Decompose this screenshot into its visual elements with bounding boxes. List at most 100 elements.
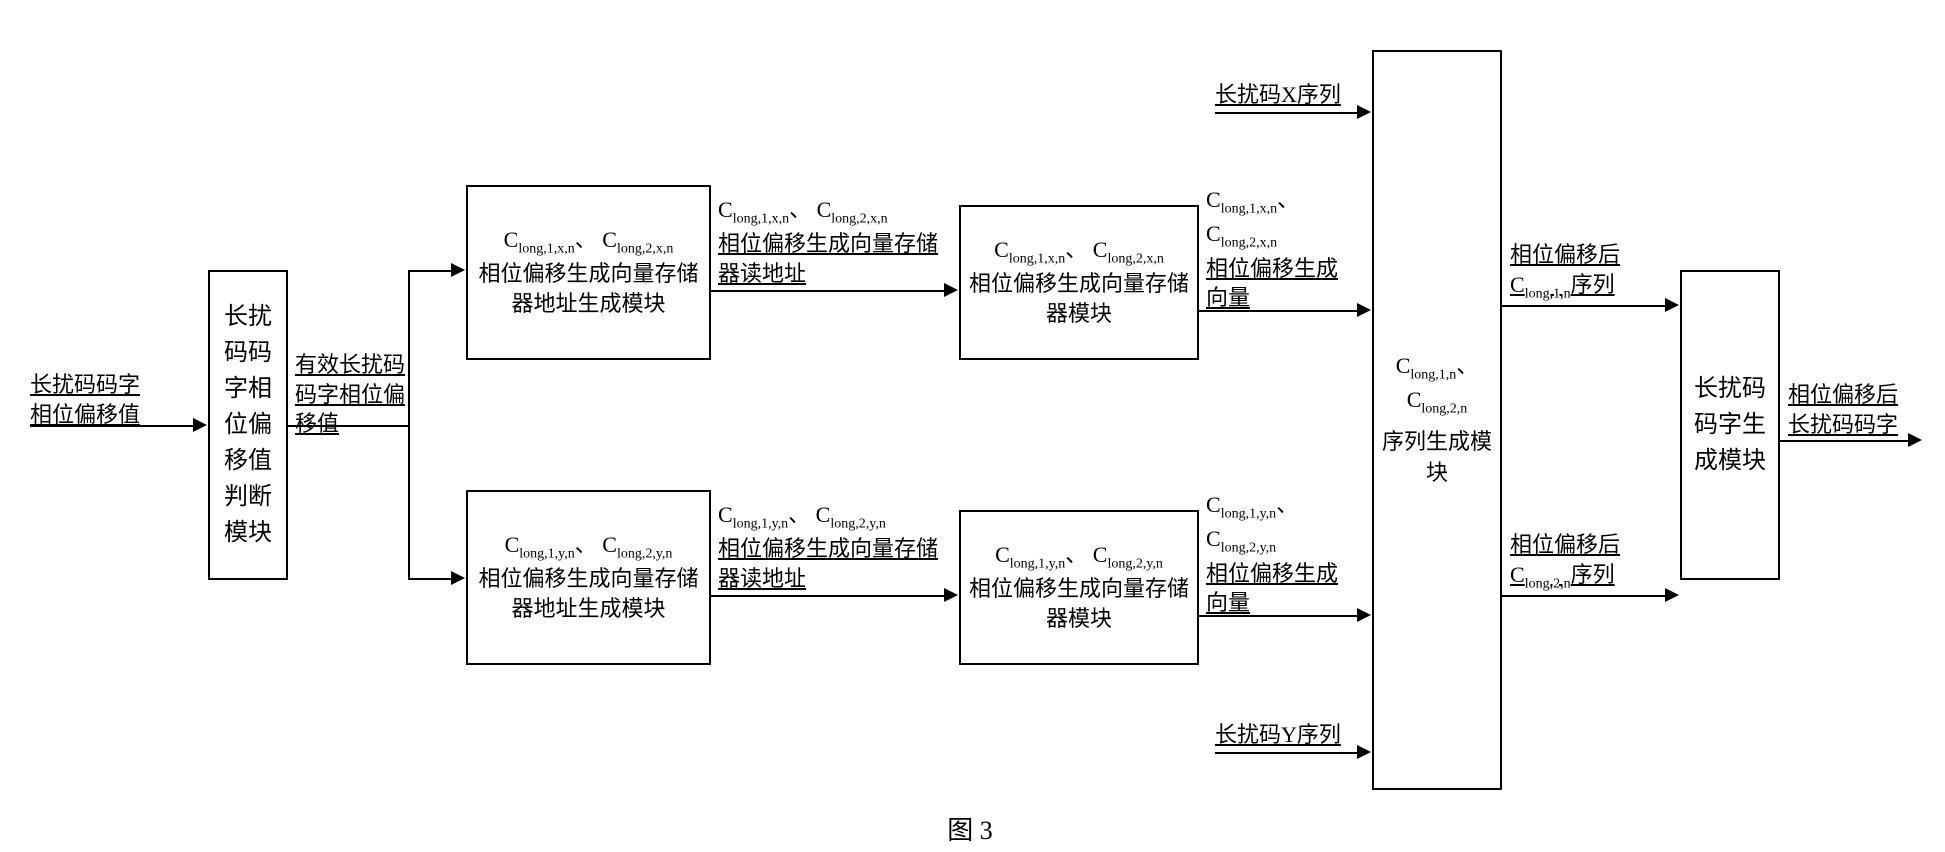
top-mem-module: Clong,1,x,n、 Clong,2,x,n 相位偏移生成向量存储器模块 — [959, 205, 1199, 360]
x-seq-text: 长扰码X序列 — [1215, 82, 1341, 107]
out-bot-f: Clong,2,n序列 — [1510, 560, 1665, 594]
final-box-text: 长扰码码字生成模块 — [1690, 371, 1770, 479]
sub-t2: long,2,x,n — [617, 241, 673, 256]
sub-tm2: long,2,x,n — [831, 211, 887, 226]
seq-gen-f2: Clong,2,n — [1407, 385, 1468, 419]
y-seq-text: 长扰码Y序列 — [1215, 722, 1341, 747]
arrow-top-mid-formula: Clong,1,x,n、 Clong,2,x,n — [718, 195, 943, 229]
arrow-out-bot-head — [1665, 588, 1679, 602]
arrow-bot-out-label: Clong,1,y,n、 Clong,2,y,n 相位偏移生成向量 — [1206, 490, 1356, 618]
out-bot-label: 相位偏移后 Clong,2,n序列 — [1510, 530, 1665, 594]
sub-tmem2: long,2,x,n — [1107, 251, 1163, 266]
final-out-l1: 相位偏移后 — [1788, 380, 1923, 410]
input-label-line1: 长扰码码字 相位偏移值 — [30, 372, 140, 427]
sub-bm2: long,2,y,n — [830, 516, 885, 531]
top-mem-text: 相位偏移生成向量存储器模块 — [969, 269, 1189, 331]
sub-bm1: long,1,y,n — [733, 516, 788, 531]
sub-ob: long,2,n — [1525, 576, 1571, 591]
top-addr-formula: Clong,1,x,n、 Clong,2,x,n — [504, 225, 674, 259]
arrow-out-top-head — [1665, 298, 1679, 312]
x-seq-label: 长扰码X序列 — [1215, 80, 1341, 110]
out-top-label: 相位偏移后 Clong,1,n序列 — [1510, 240, 1665, 304]
arrow-y-seq-head — [1357, 745, 1371, 759]
arrow-top-mid-head — [944, 283, 958, 297]
sub-bmem1: long,1,y,n — [1010, 556, 1065, 571]
top-addr-gen-module: Clong,1,x,n、 Clong,2,x,n 相位偏移生成向量存储器地址生成… — [466, 185, 711, 360]
arrow-top-out-f1: Clong,1,x,n、 — [1206, 185, 1356, 219]
codeword-gen-module: 长扰码码字生成模块 — [1680, 270, 1780, 580]
bot-mem-formula: Clong,1,y,n、 Clong,2,y,n — [995, 540, 1163, 574]
arrow-bot-mid-label: Clong,1,y,n、 Clong,2,y,n 相位偏移生成向量存储器读地址 — [718, 500, 943, 594]
out-bot-l2: 序列 — [1571, 562, 1615, 587]
sub-sg2: long,2,n — [1421, 402, 1467, 417]
phase-offset-judge-module: 长扰码码字相位偏移值判断模块 — [208, 270, 288, 580]
arrow-bot-mid-text: 相位偏移生成向量存储器读地址 — [718, 534, 943, 593]
bot-addr-formula: Clong,1,y,n、 Clong,2,y,n — [505, 530, 673, 564]
final-out-l2: 长扰码码字 — [1788, 410, 1923, 440]
bot-addr-text: 相位偏移生成向量存储器地址生成模块 — [476, 564, 701, 626]
top-addr-text: 相位偏移生成向量存储器地址生成模块 — [476, 259, 701, 321]
sub-t1: long,1,x,n — [518, 241, 574, 256]
sub-tmem1: long,1,x,n — [1009, 251, 1065, 266]
arrow-bot-out-f2: Clong,2,y,n — [1206, 524, 1356, 558]
sub-ot: long,1,n — [1525, 286, 1571, 301]
split-top — [408, 270, 453, 272]
seq-gen-text: 序列生成模块 — [1382, 427, 1492, 489]
arrow-top-out-label: Clong,1,x,n、 Clong,2,x,n 相位偏移生成向量 — [1206, 185, 1356, 313]
arrow-top-out-text: 相位偏移生成向量 — [1206, 254, 1356, 313]
arrow-bot-mid-head — [944, 588, 958, 602]
flowchart-diagram: 长扰码码字 相位偏移值 长扰码码字相位偏移值判断模块 有效长扰码码字相位偏移值 … — [20, 20, 1920, 800]
arrow-bot-out-text: 相位偏移生成向量 — [1206, 559, 1356, 618]
sub-bo1: long,1,y,n — [1221, 506, 1276, 521]
arrow-input-head — [193, 418, 207, 432]
arrow-input — [30, 425, 195, 427]
sub-sg1: long,1,n — [1410, 368, 1456, 383]
arrow-bot-out — [1199, 615, 1359, 617]
sub-bo2: long,2,y,n — [1221, 541, 1276, 556]
arrow1-label-text: 有效长扰码码字相位偏移值 — [295, 352, 405, 436]
y-seq-label: 长扰码Y序列 — [1215, 720, 1341, 750]
split-vertical — [408, 270, 410, 580]
arrow-box1-out — [288, 425, 408, 427]
sub-tm1: long,1,x,n — [733, 211, 789, 226]
arrow-bot-out-f1: Clong,1,y,n、 — [1206, 490, 1356, 524]
split-top-head — [451, 263, 465, 277]
figure-caption: 图 3 — [920, 810, 1020, 847]
arrow-bot-mid-formula: Clong,1,y,n、 Clong,2,y,n — [718, 500, 943, 534]
arrow-y-seq — [1215, 752, 1360, 754]
sub-bmem2: long,2,y,n — [1107, 556, 1162, 571]
arrow-final-head — [1908, 433, 1922, 447]
sub-b1: long,1,y,n — [519, 546, 574, 561]
arrow-top-out-f2: Clong,2,x,n — [1206, 219, 1356, 253]
seq-gen-module: Clong,1,n、 Clong,2,n 序列生成模块 — [1372, 50, 1502, 790]
arrow-out-bot — [1502, 595, 1667, 597]
arrow-top-mid-label: Clong,1,x,n、 Clong,2,x,n 相位偏移生成向量存储器读地址 — [718, 195, 943, 289]
split-bot — [408, 578, 453, 580]
arrow-x-seq-head — [1357, 105, 1371, 119]
out-top-l2: 序列 — [1571, 272, 1615, 297]
arrow-out-top — [1502, 305, 1667, 307]
arrow-final — [1780, 440, 1910, 442]
caption-text: 图 3 — [947, 816, 993, 845]
arrow-x-seq — [1215, 112, 1360, 114]
seq-gen-f1: Clong,1,n、 — [1396, 351, 1479, 385]
arrow-top-out-head — [1357, 303, 1371, 317]
sub-b2: long,2,y,n — [617, 546, 672, 561]
sub-to2: long,2,x,n — [1221, 236, 1277, 251]
split-bot-head — [451, 571, 465, 585]
final-out-label: 相位偏移后 长扰码码字 — [1788, 380, 1923, 439]
out-top-f: Clong,1,n序列 — [1510, 270, 1665, 304]
top-mem-formula: Clong,1,x,n、 Clong,2,x,n — [994, 235, 1164, 269]
arrow-top-mid — [711, 290, 946, 292]
arrow-top-mid-text: 相位偏移生成向量存储器读地址 — [718, 229, 943, 288]
arrow-top-out — [1199, 310, 1359, 312]
out-bot-l1: 相位偏移后 — [1510, 530, 1665, 560]
input-label: 长扰码码字 相位偏移值 — [30, 370, 180, 429]
arrow-bot-mid — [711, 595, 946, 597]
sub-to1: long,1,x,n — [1221, 201, 1277, 216]
bot-mem-text: 相位偏移生成向量存储器模块 — [969, 574, 1189, 636]
arrow-bot-out-head — [1357, 608, 1371, 622]
out-top-l1: 相位偏移后 — [1510, 240, 1665, 270]
bot-addr-gen-module: Clong,1,y,n、 Clong,2,y,n 相位偏移生成向量存储器地址生成… — [466, 490, 711, 665]
box1-text: 长扰码码字相位偏移值判断模块 — [218, 299, 278, 551]
